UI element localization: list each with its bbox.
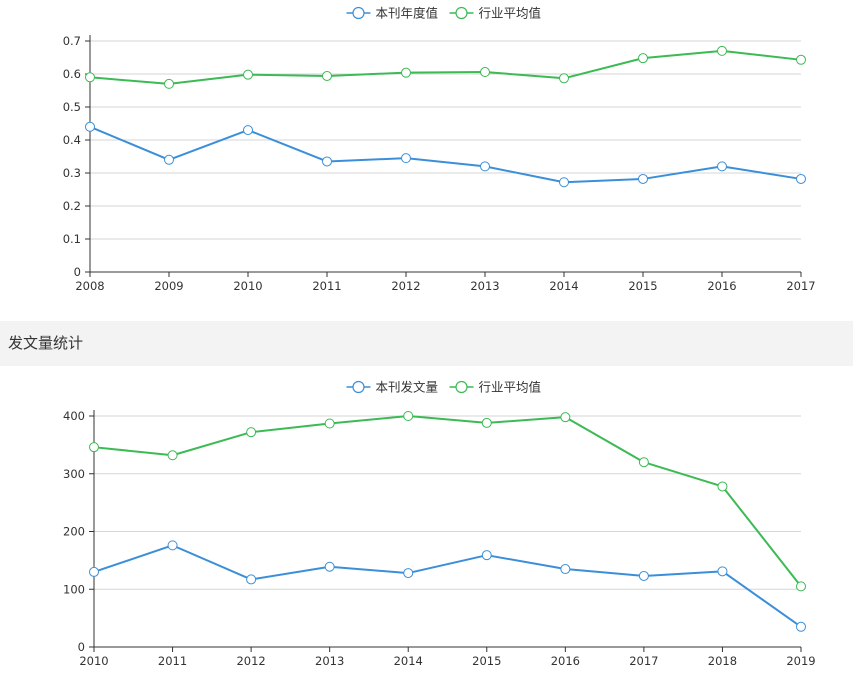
data-point[interactable] — [559, 73, 569, 84]
series-line — [93, 415, 802, 587]
x-tick-label: 2013 — [315, 654, 344, 668]
data-point[interactable] — [89, 442, 99, 453]
legend-marker-icon — [352, 6, 365, 20]
data-point[interactable] — [322, 156, 332, 167]
x-tick-label: 2016 — [551, 654, 580, 668]
legend-marker-icon — [455, 380, 468, 394]
x-tick-label: 2012 — [236, 654, 265, 668]
legend-item[interactable]: 本刊发文量 — [346, 380, 439, 395]
data-point[interactable] — [243, 69, 253, 80]
data-point[interactable] — [717, 161, 727, 172]
data-point[interactable] — [717, 45, 727, 56]
data-point[interactable] — [481, 417, 492, 428]
data-point[interactable] — [85, 121, 95, 132]
series-line — [93, 544, 802, 628]
legend-marker-icon — [352, 380, 365, 394]
data-point[interactable] — [164, 78, 174, 89]
x-tick-label: 2017 — [629, 654, 658, 668]
data-point[interactable] — [246, 574, 257, 585]
data-point[interactable] — [796, 581, 806, 592]
legend-item[interactable]: 行业平均值 — [449, 380, 542, 395]
data-point[interactable] — [481, 550, 492, 561]
data-point[interactable] — [246, 427, 257, 438]
legend-label: 行业平均值 — [479, 6, 542, 21]
legend-label: 本刊年度值 — [376, 6, 439, 21]
y-tick-label: 0.3 — [63, 166, 81, 180]
y-tick-label: 0.7 — [63, 34, 81, 48]
series-line — [89, 125, 802, 184]
x-tick-label: 2014 — [394, 654, 423, 668]
legend-label: 行业平均值 — [479, 380, 542, 395]
x-tick-label: 2017 — [786, 279, 815, 293]
y-tick-label: 0.1 — [63, 232, 81, 246]
y-tick-label: 0.6 — [63, 67, 81, 81]
x-tick-label: 2015 — [472, 654, 501, 668]
data-point[interactable] — [322, 70, 332, 81]
impact-chart-svg: 0 0.1 0.2 0.3 0.4 0.5 0.6 0.7 2008 2009 2010 2011 20… — [63, 6, 816, 294]
data-point[interactable] — [638, 570, 649, 581]
x-tick-label: 2015 — [628, 279, 657, 293]
legend-marker-icon — [455, 6, 468, 20]
y-tick-label: 200 — [63, 525, 85, 539]
data-point[interactable] — [324, 561, 335, 572]
data-point[interactable] — [403, 568, 414, 579]
data-point[interactable] — [796, 173, 806, 184]
x-tick-label: 2012 — [391, 279, 420, 293]
data-point[interactable] — [167, 540, 178, 551]
section-title: 发文量统计 — [8, 334, 84, 352]
section-header: 发文量统计 — [0, 321, 853, 366]
data-point[interactable] — [717, 566, 728, 577]
data-point[interactable] — [638, 53, 648, 64]
data-point[interactable] — [796, 54, 806, 65]
series-line — [89, 49, 802, 85]
publication-count-chart: 0 100 200 300 400 2010 2011 2012 2013 2014 2015 201… — [0, 372, 853, 687]
data-point[interactable] — [401, 67, 411, 78]
y-tick-label: 100 — [63, 582, 85, 596]
data-point[interactable] — [560, 412, 571, 423]
data-point[interactable] — [401, 153, 411, 164]
x-tick-label: 2010 — [79, 654, 108, 668]
data-point[interactable] — [85, 72, 95, 83]
x-tick-label: 2011 — [158, 654, 187, 668]
data-point[interactable] — [167, 450, 178, 461]
impact-chart: 0 0.1 0.2 0.3 0.4 0.5 0.6 0.7 2008 2009 2010 2011 20… — [0, 0, 853, 300]
data-point[interactable] — [243, 125, 253, 136]
legend-item[interactable]: 本刊年度值 — [346, 6, 439, 21]
data-point[interactable] — [796, 621, 806, 632]
x-tick-label: 2008 — [75, 279, 104, 293]
data-point[interactable] — [560, 564, 571, 575]
data-point[interactable] — [717, 481, 728, 492]
data-point[interactable] — [164, 154, 174, 165]
data-point[interactable] — [638, 173, 648, 184]
y-tick-label: 0.4 — [63, 133, 81, 147]
legend-item[interactable]: 行业平均值 — [449, 6, 542, 21]
y-tick-label: 400 — [63, 409, 85, 423]
data-point[interactable] — [324, 418, 335, 429]
y-tick-label: 0.2 — [63, 199, 81, 213]
y-tick-label: 300 — [63, 467, 85, 481]
x-tick-label: 2011 — [312, 279, 341, 293]
x-tick-label: 2010 — [233, 279, 262, 293]
x-tick-label: 2016 — [707, 279, 736, 293]
data-point[interactable] — [403, 411, 414, 421]
data-point[interactable] — [638, 457, 649, 468]
x-tick-label: 2014 — [549, 279, 578, 293]
x-tick-label: 2013 — [470, 279, 499, 293]
x-tick-label: 2018 — [708, 654, 737, 668]
x-tick-label: 2019 — [786, 654, 815, 668]
x-tick-label: 2009 — [154, 279, 183, 293]
data-point[interactable] — [480, 161, 490, 172]
y-tick-label: 0.5 — [63, 100, 81, 114]
y-tick-label: 0 — [78, 640, 85, 654]
data-point[interactable] — [89, 566, 99, 577]
data-point[interactable] — [559, 177, 569, 188]
data-point[interactable] — [480, 67, 490, 78]
legend-label: 本刊发文量 — [376, 380, 439, 395]
publication-count-chart-svg: 0 100 200 300 400 2010 2011 2012 2013 2014 2015 201… — [63, 380, 816, 669]
y-tick-label: 0 — [74, 265, 81, 279]
